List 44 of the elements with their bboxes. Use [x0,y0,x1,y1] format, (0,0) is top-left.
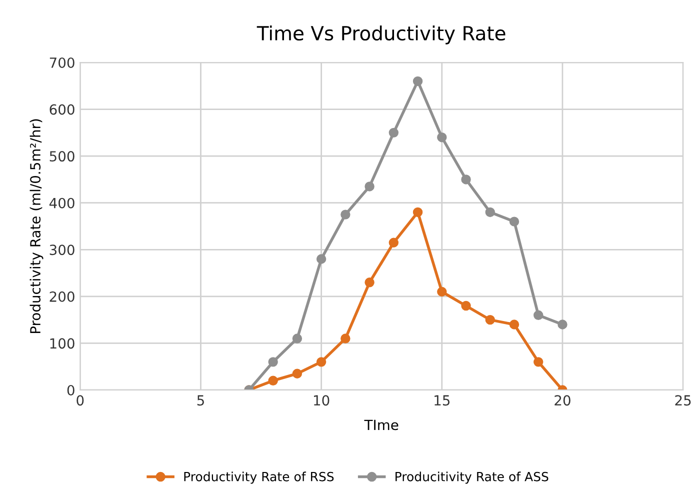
x-tick-label: 0 [76,395,84,406]
y-tick-label: 100 [50,338,74,349]
chart-title: Time Vs Productivity Rate [256,26,506,44]
point [316,357,326,367]
y-tick-label: 700 [50,57,74,68]
point [461,300,471,311]
point [292,368,302,378]
point [388,128,399,138]
point [534,357,544,367]
y-tick-label: 500 [50,151,74,162]
y-tick-label: 300 [50,244,74,256]
point [268,357,278,367]
x-tick-label: 25 [675,395,691,406]
point [509,320,520,330]
point [388,238,399,248]
point [485,207,495,218]
point [268,376,278,386]
point [364,182,374,192]
y-tick-label: 200 [50,291,74,302]
point [364,278,374,288]
point [437,132,447,142]
point [534,310,544,320]
point [461,174,471,184]
point [558,320,568,330]
y-axis-title: Productivity Rate (ml/0.5m²/hr) [30,119,44,334]
point [316,254,326,264]
y-tick-label: 600 [50,104,74,115]
legend-label: Productivity Rate of RSS [184,472,334,484]
point [292,334,302,344]
x-tick-label: 20 [554,395,570,406]
legend-label: Producitivity Rate of ASS [396,472,548,484]
y-tick-label: 400 [49,198,74,208]
point [340,210,350,220]
point [485,314,495,325]
point [509,216,520,226]
point [412,76,423,86]
point [437,286,447,297]
x-axis-title: TIme [364,420,398,430]
x-tick-label: 10 [314,395,330,406]
x-tick-label: 5 [197,395,204,406]
y-tick-label: 0 [67,384,74,396]
point [340,334,350,344]
x-tick-label: 15 [434,395,450,406]
point [412,207,423,218]
